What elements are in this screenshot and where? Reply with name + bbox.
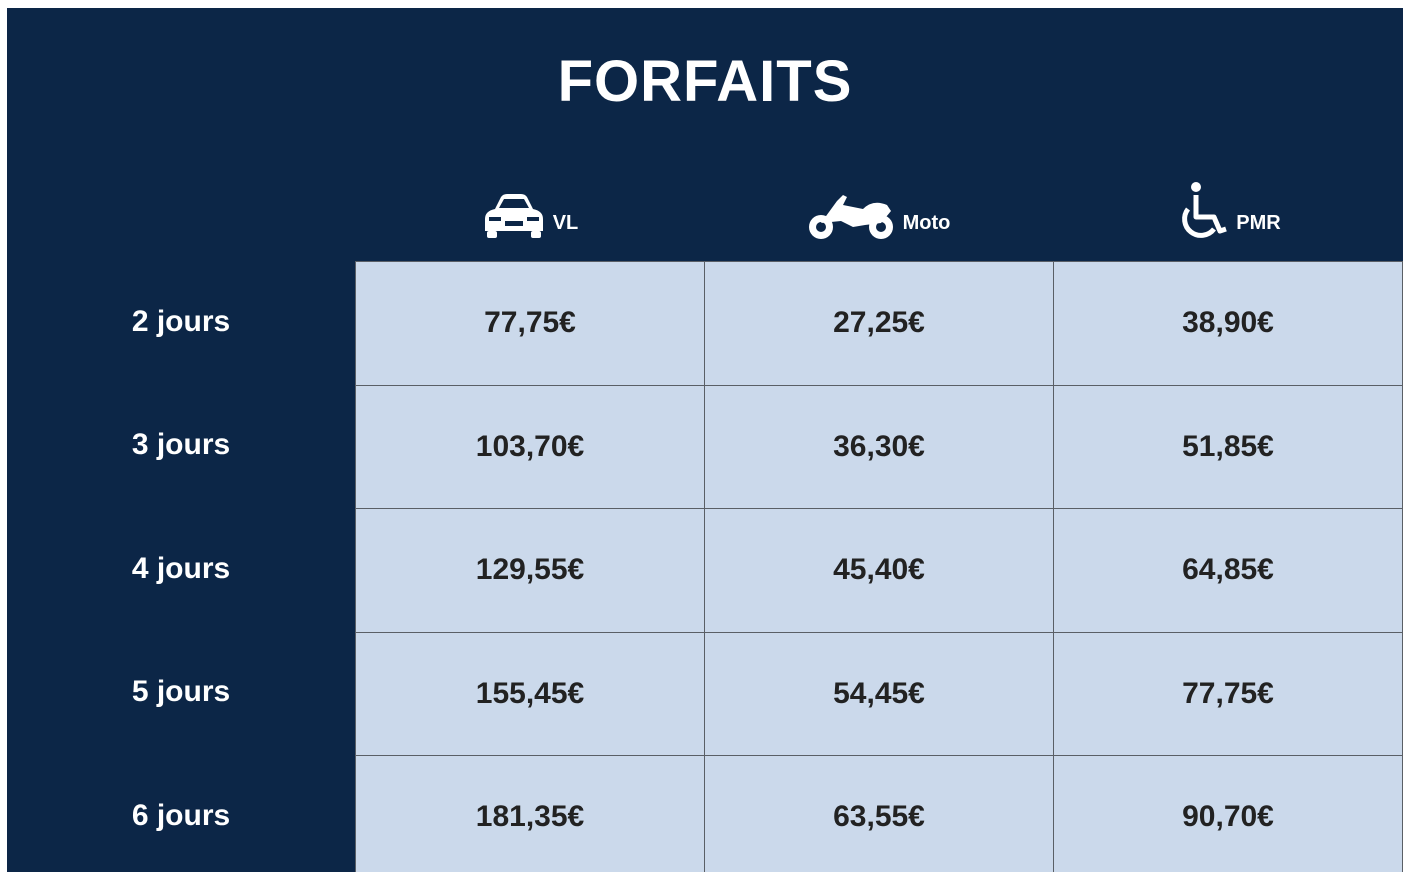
column-header: VL [355,173,704,243]
price-cell: 45,40€ [704,508,1054,633]
price-cell: 54,45€ [704,631,1054,756]
column-label: Moto [902,212,951,234]
price-cell: 129,55€ [355,508,705,633]
column-label: VL [552,212,579,234]
row-label: 2 jours [131,304,231,338]
price-cell: 90,70€ [1053,755,1403,872]
price-cell: 38,90€ [1053,261,1403,386]
wheelchair-icon [1182,182,1228,238]
price-cell: 51,85€ [1053,384,1403,509]
row-label: 3 jours [131,428,231,462]
panel: FORFAITS VL Moto PMR 2 jours 77,75€ 27,25€… [7,8,1403,872]
row-label: 4 jours [131,551,231,585]
price-cell: 27,25€ [704,261,1054,386]
price-cell: 77,75€ [355,261,705,386]
row-label: 6 jours [131,798,231,832]
price-cell: 181,35€ [355,755,705,872]
price-cell: 103,70€ [355,384,705,509]
price-cell: 36,30€ [704,384,1054,509]
price-cell: 63,55€ [704,755,1054,872]
column-header: Moto [704,173,1053,243]
price-cell: 64,85€ [1053,508,1403,633]
column-header: PMR [1053,173,1402,243]
row-label: 5 jours [131,675,231,709]
moto-icon [808,195,893,239]
car-icon [484,194,543,238]
column-label: PMR [1236,212,1281,234]
price-cell: 77,75€ [1053,631,1403,756]
price-cell: 155,45€ [355,631,705,756]
title: FORFAITS [557,49,853,114]
